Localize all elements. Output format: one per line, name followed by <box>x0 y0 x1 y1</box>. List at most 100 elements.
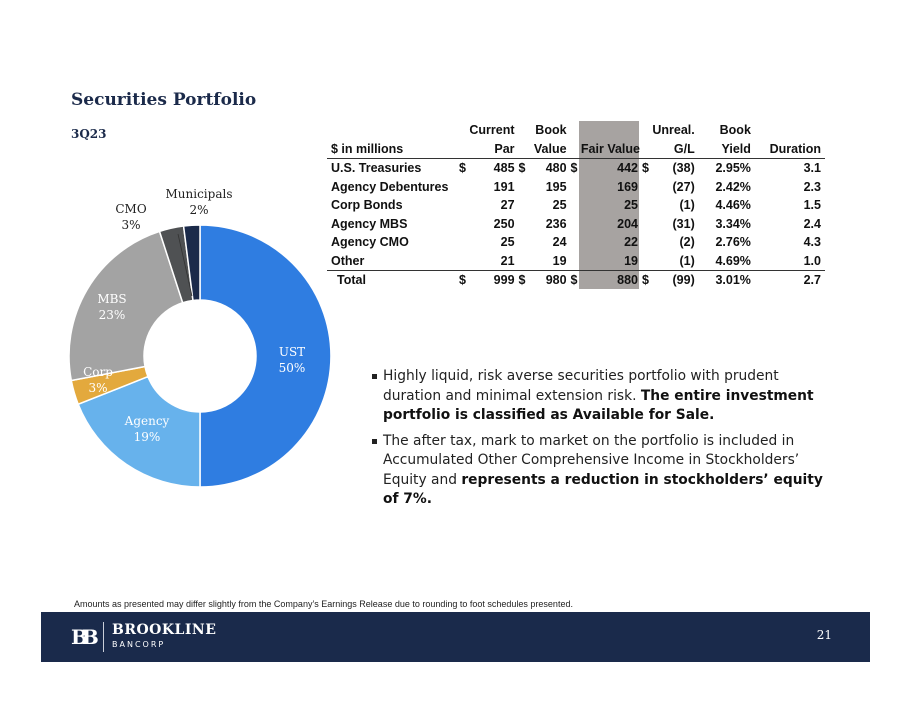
donut-slice-mbs <box>68 230 184 382</box>
row-label: Agency MBS <box>331 216 408 231</box>
header-current: Current <box>469 123 515 137</box>
current-par-cell: 999 <box>469 270 519 290</box>
duration-cell: 4.3 <box>803 235 821 249</box>
dollar-sign <box>571 252 581 271</box>
slice-value-municipals: 2% <box>189 203 208 217</box>
unrealized-gl-cell: (2) <box>679 235 695 249</box>
header-book: Book <box>535 123 567 137</box>
table-row: U.S. Treasuries $485 $480 $442 $ (38) 2.95% 3.1 <box>327 159 825 178</box>
unrealized-gl-cell: (1) <box>679 253 695 268</box>
dollar-sign <box>571 233 581 252</box>
bullet-highlight: The entire investment portfolio is class… <box>383 387 814 424</box>
dollar-sign <box>459 178 469 197</box>
fair-value-cell: 204 <box>617 216 638 231</box>
book-yield-cell: 2.76% <box>715 235 751 249</box>
row-label: Corp Bonds <box>331 198 403 212</box>
row-label: Agency CMO <box>331 235 409 249</box>
brand-subname: BANCORP <box>112 640 166 649</box>
commentary: Highly liquid, risk averse securities po… <box>372 367 832 516</box>
bullet-highlight: represents a reduction in stockholders’ … <box>383 471 823 508</box>
brookline-logo-icon: BB <box>71 625 99 649</box>
slice-label-ust: UST <box>279 345 305 359</box>
slice-value-corp: 3% <box>88 381 107 395</box>
page-number: 21 <box>816 628 832 642</box>
duration-cell: 1.5 <box>803 198 821 212</box>
book-value-cell: 236 <box>545 216 567 231</box>
dollar-sign <box>519 196 529 215</box>
header-in-millions: $ in millions <box>327 139 459 159</box>
dollar-sign <box>519 178 529 197</box>
book-yield-cell: 2.42% <box>715 179 751 194</box>
fair-value-cell: 880 <box>580 270 642 290</box>
dollar-sign: $ <box>570 270 581 290</box>
book-yield-cell: 2.95% <box>715 161 751 175</box>
row-label: Other <box>331 253 365 268</box>
bullet-text: The after tax, mark to market on the por… <box>383 432 800 488</box>
unrealized-gl-cell: (31) <box>672 216 695 231</box>
duration-cell: 1.0 <box>803 253 821 268</box>
bullet-square-icon <box>372 374 377 379</box>
header-value: Value <box>528 139 571 159</box>
table-row: Agency MBS 250 236 204 (31) 3.34% 2.4 <box>327 215 825 234</box>
header-gl: G/L <box>652 139 699 159</box>
header-par: Par <box>469 139 519 159</box>
dollar-sign <box>519 252 529 271</box>
current-par-cell: 25 <box>500 235 515 249</box>
row-label: Agency Debentures <box>331 179 449 194</box>
donut-slice-municipals <box>182 224 201 302</box>
page-title: Securities Portfolio <box>71 90 257 110</box>
book-value-cell: 24 <box>552 235 567 249</box>
dollar-sign <box>459 233 469 252</box>
donut-slice-ust <box>199 224 332 488</box>
fair-value-cell: 442 <box>617 161 638 175</box>
footer-bar: BB BROOKLINE BANCORP 21 <box>41 612 870 662</box>
dollar-sign <box>459 196 469 215</box>
dollar-sign <box>519 215 529 234</box>
header-cell <box>327 121 459 140</box>
dollar-sign: $ <box>459 270 470 290</box>
slice-value-agency: 19% <box>134 430 161 444</box>
fair-value-cell: 19 <box>624 253 638 268</box>
current-par-cell: 250 <box>493 216 515 231</box>
dollar-sign: $ <box>570 161 578 175</box>
dollar-sign <box>642 196 652 215</box>
table-header-row-1: Current Book Unreal. Book <box>327 121 825 140</box>
dollar-sign: $ <box>518 270 529 290</box>
book-value-cell: 25 <box>552 198 567 212</box>
table-row: Corp Bonds 27 25 25 (1) 4.46% 1.5 <box>327 196 825 215</box>
current-par-cell: 21 <box>500 253 515 268</box>
table-row: Agency CMO 25 24 22 (2) 2.76% 4.3 <box>327 233 825 252</box>
current-par-cell: 485 <box>493 161 515 175</box>
securities-table: Current Book Unreal. Book $ in millions … <box>327 121 825 290</box>
header-unreal: Unreal. <box>652 123 695 137</box>
unrealized-gl-cell: (27) <box>672 179 695 194</box>
fair-value-cell: 25 <box>624 198 638 212</box>
dollar-sign: $ <box>641 270 653 290</box>
book-yield-cell: 4.46% <box>715 198 751 212</box>
period-label: 3Q23 <box>71 127 107 141</box>
slice-label-cmo: CMO <box>115 202 146 216</box>
unrealized-gl-cell: (1) <box>679 198 695 212</box>
duration-cell: 3.1 <box>803 161 821 175</box>
table-row: Other 21 19 19 (1) 4.69% 1.0 <box>327 252 825 271</box>
dollar-sign: $ <box>459 161 466 175</box>
book-yield-cell: 4.69% <box>715 253 751 268</box>
dollar-sign <box>459 215 469 234</box>
dollar-sign <box>642 178 652 197</box>
row-label: U.S. Treasuries <box>331 161 422 175</box>
dollar-sign <box>571 215 581 234</box>
table-header-row-2: $ in millions Par Value Fair Value G/L Y… <box>327 139 825 159</box>
duration-cell: 2.3 <box>803 179 821 194</box>
header-duration: Duration <box>756 139 825 159</box>
row-label: Total <box>327 270 459 290</box>
dollar-sign <box>642 252 652 271</box>
table-total-row: Total $999 $980 $880 $ (99) 3.01% 2.7 <box>327 270 825 290</box>
municipals-leader-line <box>177 233 193 297</box>
book-value-cell: 195 <box>545 179 567 194</box>
dollar-sign <box>571 196 581 215</box>
donut-slice-agency <box>77 375 201 488</box>
dollar-sign <box>519 233 529 252</box>
bullet-text: Highly liquid, risk averse securities po… <box>383 368 779 404</box>
header-fair-value: Fair Value <box>580 139 642 159</box>
dollar-sign: $ <box>518 161 526 175</box>
